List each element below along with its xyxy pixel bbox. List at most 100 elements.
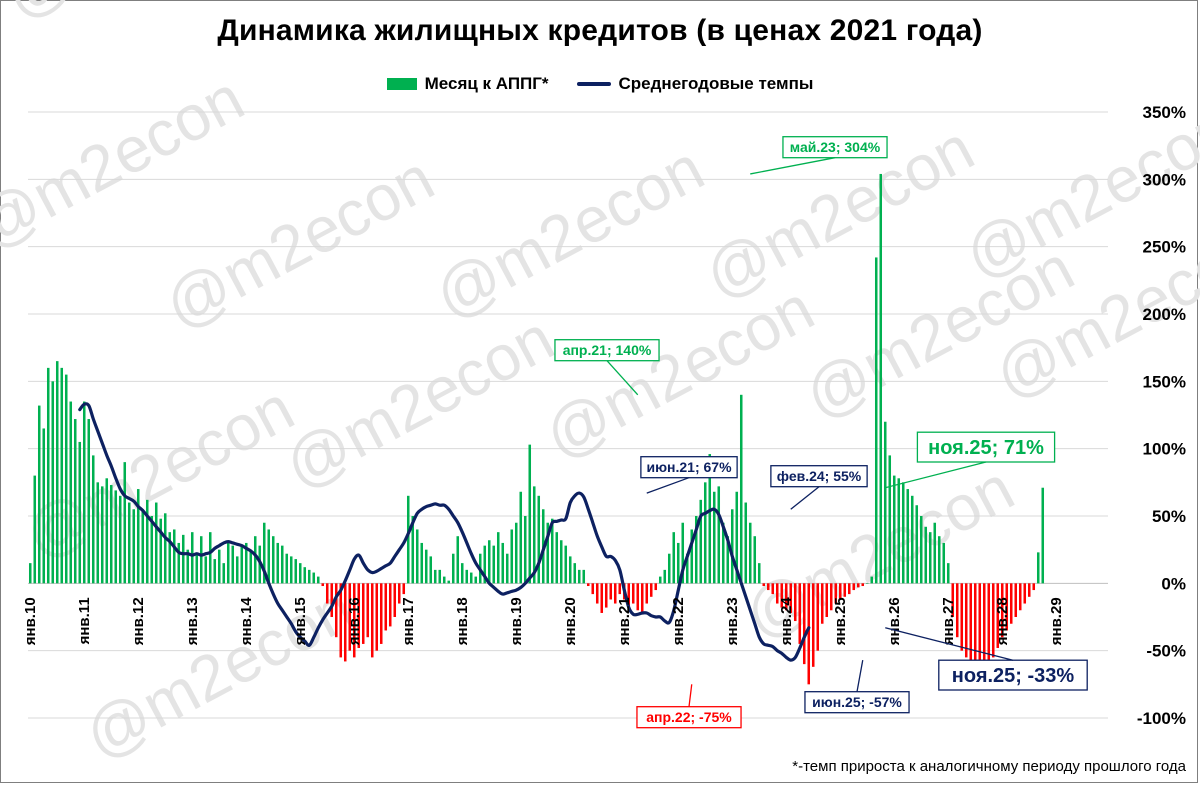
bar bbox=[834, 583, 838, 604]
annotation-label: июн.21; 67% bbox=[646, 459, 732, 475]
legend-label-average: Среднегодовые темпы bbox=[618, 74, 814, 93]
watermark-text: @m2econ bbox=[153, 141, 445, 342]
x-tick-label: янв.24 bbox=[778, 597, 795, 646]
watermark-text: @m2econ bbox=[273, 301, 565, 502]
bar bbox=[438, 569, 442, 584]
bar bbox=[87, 419, 91, 584]
x-tick-label: янв.13 bbox=[184, 597, 201, 645]
annotations: апр.21; 140% апр.22; -75% май.23; 304% ноя.… bbox=[554, 136, 1088, 729]
bar bbox=[820, 583, 824, 624]
x-tick-label: янв.26 bbox=[886, 597, 903, 645]
bar bbox=[136, 489, 140, 584]
bar bbox=[483, 545, 487, 584]
bar bbox=[631, 583, 635, 604]
bar bbox=[1000, 583, 1004, 638]
bar bbox=[1023, 583, 1027, 604]
bar bbox=[96, 482, 100, 584]
bar bbox=[1041, 487, 1045, 584]
x-tick-label: янв.16 bbox=[346, 597, 363, 645]
bar bbox=[420, 542, 424, 584]
annotation: май.23; 304% bbox=[750, 136, 888, 175]
bar bbox=[1005, 583, 1009, 631]
bar bbox=[915, 505, 919, 584]
bar bbox=[955, 583, 959, 638]
bar bbox=[469, 572, 473, 584]
annotation-label: фев.24; 55% bbox=[777, 468, 862, 484]
watermark-text: @m2econ bbox=[423, 131, 715, 332]
x-tick-label: янв.19 bbox=[508, 597, 525, 645]
x-tick-label: янв.28 bbox=[994, 597, 1011, 645]
bar bbox=[168, 532, 172, 584]
bar bbox=[60, 367, 64, 584]
footnote: *-темп прироста к аналогичному периоду п… bbox=[792, 758, 1186, 775]
bar bbox=[100, 486, 104, 584]
y-tick-label: 300% bbox=[1143, 170, 1186, 189]
annotation-label: ноя.25; 71% bbox=[928, 437, 1044, 459]
annotation: июн.21; 67% bbox=[640, 456, 738, 494]
bar bbox=[726, 536, 730, 584]
bar bbox=[667, 553, 671, 584]
bar bbox=[771, 583, 775, 595]
bar bbox=[159, 518, 163, 584]
bar bbox=[780, 583, 784, 608]
bar bbox=[51, 381, 55, 584]
annotation: апр.22; -75% bbox=[636, 684, 742, 729]
bar bbox=[415, 529, 419, 584]
bar bbox=[789, 583, 793, 613]
annotation-label: июн.25; -57% bbox=[812, 694, 902, 710]
bar bbox=[105, 478, 109, 584]
bar bbox=[1027, 583, 1031, 597]
bar bbox=[172, 529, 176, 584]
bar bbox=[735, 491, 739, 584]
annotation-leader bbox=[688, 684, 693, 707]
annotation: апр.21; 140% bbox=[554, 339, 660, 396]
bar bbox=[361, 583, 365, 644]
bar bbox=[402, 583, 406, 595]
bar bbox=[892, 475, 896, 584]
bar bbox=[253, 536, 257, 584]
bar bbox=[487, 540, 491, 584]
bar bbox=[793, 583, 797, 622]
bar bbox=[519, 491, 523, 584]
bar bbox=[924, 526, 928, 584]
bar bbox=[330, 583, 334, 617]
bar bbox=[1018, 583, 1022, 611]
bar bbox=[721, 522, 725, 584]
bar bbox=[447, 580, 451, 584]
bar bbox=[429, 556, 433, 584]
bar bbox=[64, 374, 68, 584]
bar bbox=[1032, 583, 1036, 591]
bar bbox=[568, 556, 572, 584]
bar bbox=[577, 569, 581, 584]
y-tick-label: 350% bbox=[1143, 103, 1186, 122]
legend-swatch-line bbox=[576, 82, 611, 86]
bar bbox=[649, 583, 653, 597]
bar bbox=[397, 583, 401, 604]
bar bbox=[514, 522, 518, 584]
annotation-leader bbox=[606, 360, 639, 396]
bar bbox=[249, 549, 253, 584]
bar bbox=[910, 495, 914, 584]
x-tick-label: янв.15 bbox=[292, 597, 309, 645]
bar bbox=[37, 405, 41, 584]
bar bbox=[348, 583, 352, 651]
annotation-label: ноя.25; -33% bbox=[952, 665, 1075, 687]
bar bbox=[73, 419, 77, 584]
bar bbox=[456, 536, 460, 584]
y-tick-label: 150% bbox=[1143, 372, 1186, 391]
bar bbox=[91, 455, 95, 584]
bar bbox=[492, 545, 496, 584]
bar bbox=[312, 572, 316, 584]
bar bbox=[618, 583, 622, 595]
bar bbox=[298, 563, 302, 584]
bar bbox=[69, 401, 73, 584]
annotation-leader bbox=[885, 627, 1014, 661]
bar bbox=[748, 522, 752, 584]
bar bbox=[465, 569, 469, 584]
bar bbox=[474, 576, 478, 584]
bar bbox=[753, 536, 757, 584]
bar bbox=[636, 583, 640, 611]
bar bbox=[406, 495, 410, 584]
bar bbox=[739, 394, 743, 584]
